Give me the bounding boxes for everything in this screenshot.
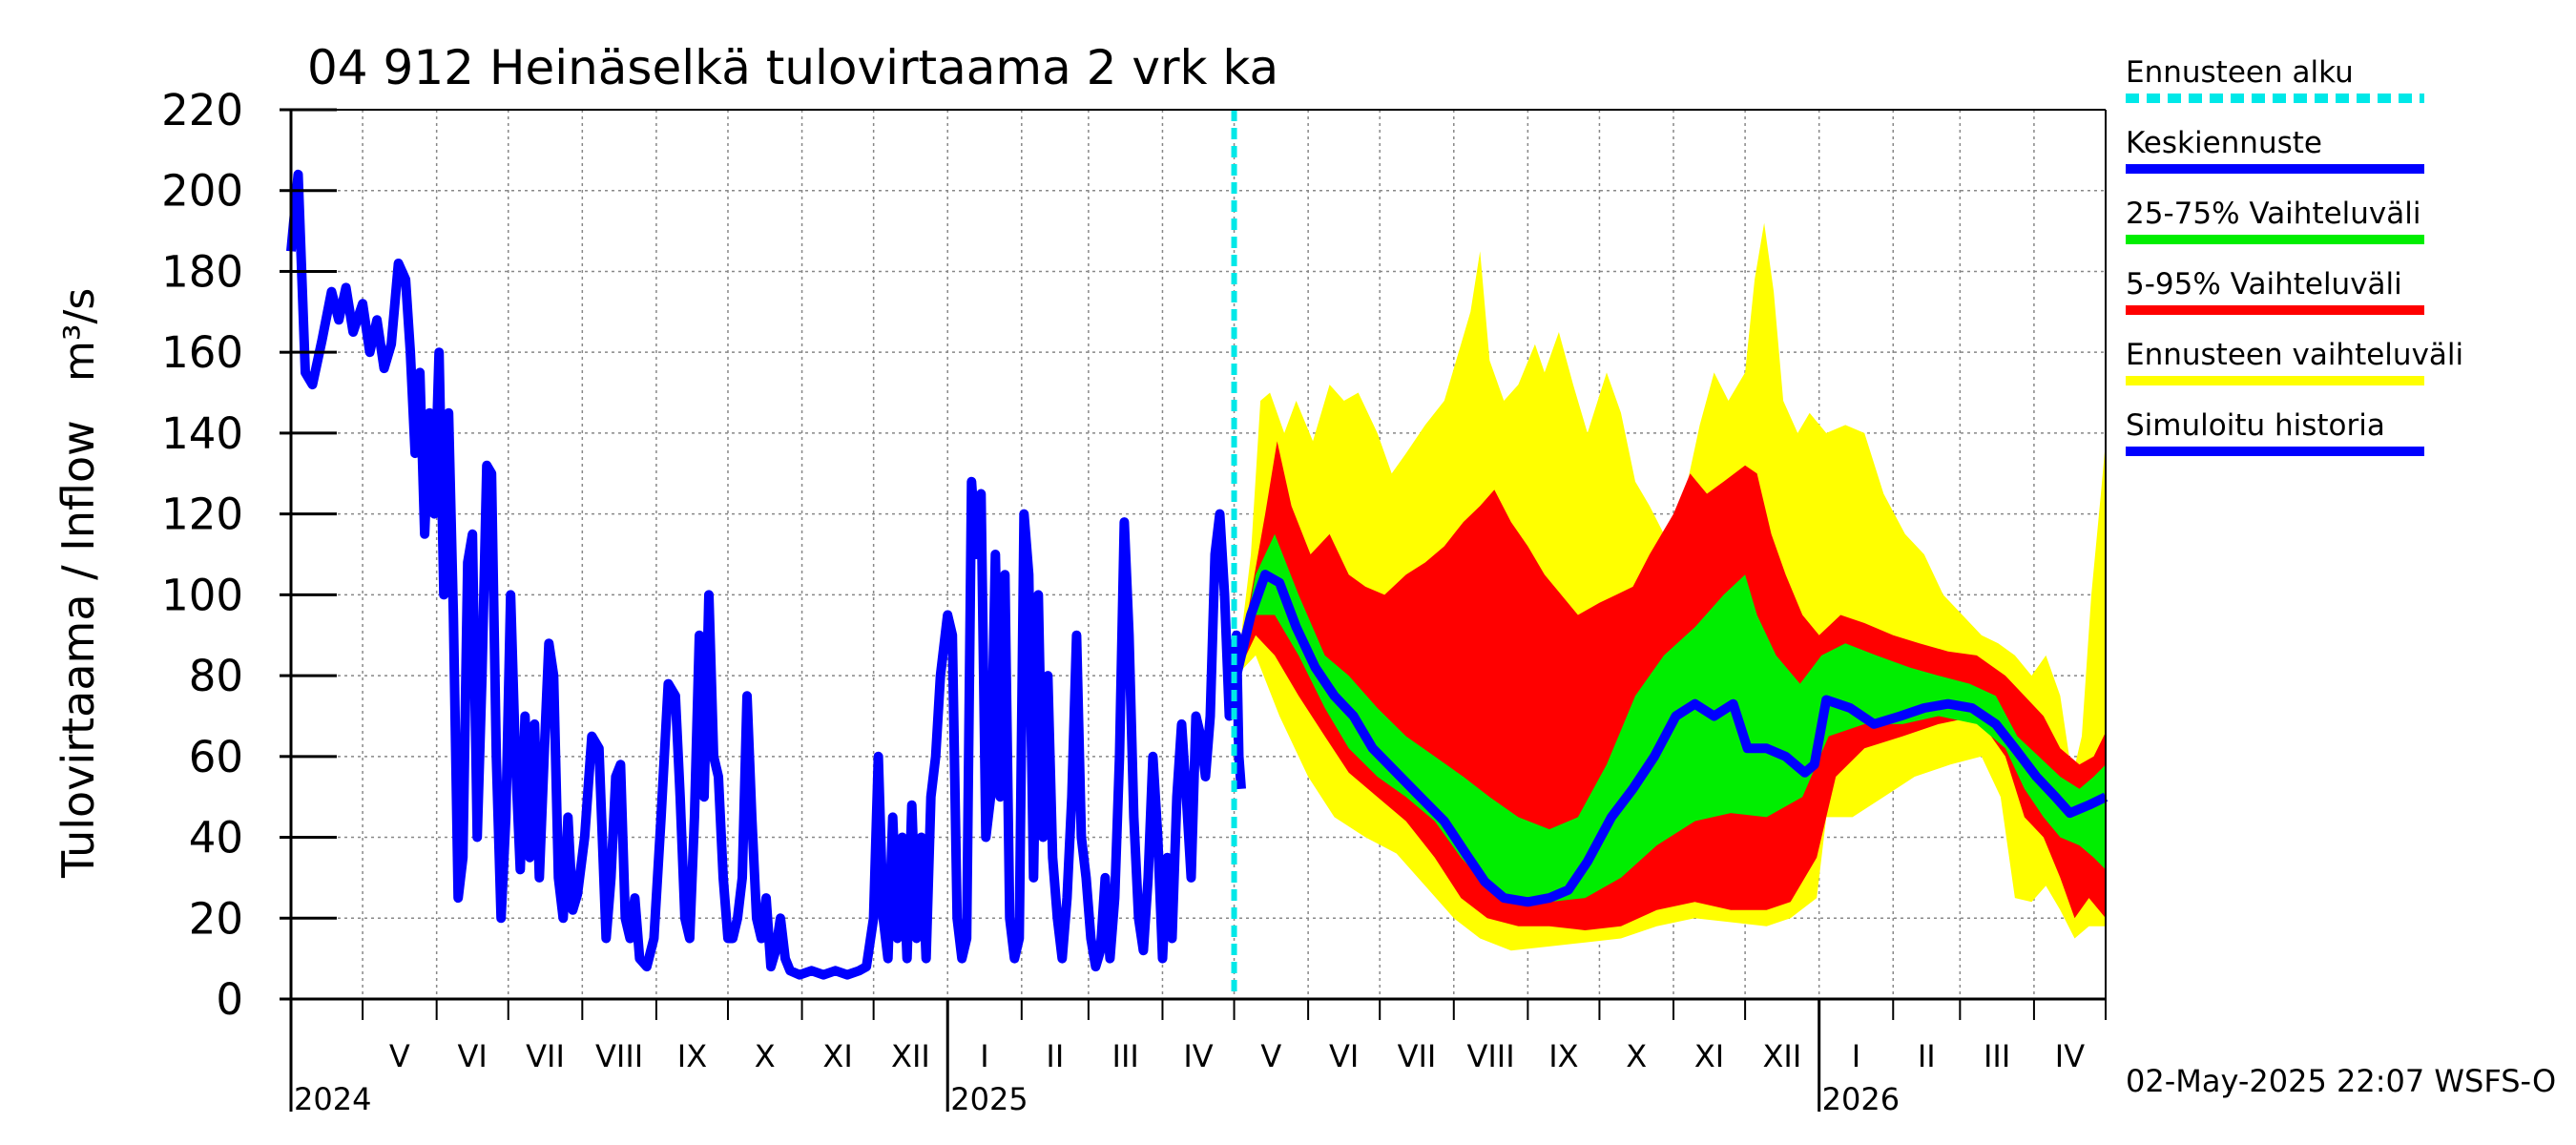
legend-label: Simuloitu historia — [2126, 408, 2385, 443]
x-tick-label: IV — [2055, 1038, 2085, 1074]
x-tick-label: VIII — [595, 1038, 643, 1074]
legend-label: Ennusteen vaihteluväli — [2126, 338, 2463, 372]
chart-title: 04 912 Heinäselkä tulovirtaama 2 vrk ka — [307, 40, 1278, 95]
x-tick-label: XII — [1762, 1038, 1801, 1074]
y-tick-label: 60 — [189, 732, 243, 782]
y-axis-ticks: 0 20 40 60 80 100 120 140 160 180 200 220 — [161, 85, 337, 1025]
grid-lines — [291, 110, 2106, 999]
x-tick-label: VI — [458, 1038, 488, 1074]
y-tick-label: 80 — [189, 651, 243, 701]
x-tick-label: XII — [891, 1038, 930, 1074]
x-tick-label: III — [1984, 1038, 2010, 1074]
x-axis-ticks: V VI VII VIII IX X XI XII I II III IV V VI VII VIII IX X X… — [289, 999, 2107, 1117]
x-tick-label: I — [980, 1038, 988, 1074]
x-tick-label: V — [1260, 1038, 1281, 1074]
y-axis-unit: m³/s — [55, 288, 104, 382]
x-tick-label: IX — [677, 1038, 707, 1074]
x-tick-label: III — [1112, 1038, 1139, 1074]
legend-label: Ennusteen alku — [2126, 55, 2354, 90]
y-tick-label: 20 — [189, 893, 243, 944]
x-tick-label: IV — [1183, 1038, 1213, 1074]
history-line — [286, 169, 1246, 980]
median-line — [1232, 570, 2109, 907]
legend-label: 5-95% Vaihteluväli — [2126, 267, 2402, 302]
series-layer — [286, 110, 2109, 999]
legend: Ennusteen alku Keskiennuste 25-75% Vaihtel… — [2126, 55, 2463, 456]
legend-label: Keskiennuste — [2126, 126, 2322, 160]
x-tick-label: VII — [1398, 1038, 1437, 1074]
x-tick-label: X — [1626, 1038, 1647, 1074]
footer-timestamp: 02-May-2025 22:07 WSFS-O — [2126, 1063, 2556, 1099]
y-tick-label: 0 — [216, 974, 243, 1025]
x-tick-label: IX — [1548, 1038, 1578, 1074]
y-tick-label: 180 — [161, 246, 243, 297]
y-tick-label: 220 — [161, 85, 243, 135]
y-axis-label: Tulovirtaama / Inflow — [52, 420, 104, 879]
x-tick-label: XI — [1694, 1038, 1724, 1074]
x-tick-label: V — [389, 1038, 410, 1074]
x-tick-label: VI — [1329, 1038, 1359, 1074]
x-tick-label: I — [1852, 1038, 1860, 1074]
y-tick-label: 200 — [161, 166, 243, 217]
x-tick-label: II — [1918, 1038, 1936, 1074]
year-label: 2026 — [1822, 1081, 1900, 1117]
y-tick-label: 40 — [189, 813, 243, 864]
y-tick-label: 120 — [161, 489, 243, 540]
x-tick-label: VII — [526, 1038, 565, 1074]
y-tick-label: 140 — [161, 408, 243, 459]
y-tick-label: 100 — [161, 570, 243, 620]
y-tick-label: 160 — [161, 327, 243, 378]
x-tick-label: VIII — [1466, 1038, 1514, 1074]
year-label: 2025 — [950, 1081, 1028, 1117]
x-tick-label: XI — [822, 1038, 852, 1074]
legend-label: 25-75% Vaihteluväli — [2126, 197, 2421, 231]
x-tick-label: X — [755, 1038, 776, 1074]
year-label: 2024 — [294, 1081, 371, 1117]
x-tick-label: II — [1046, 1038, 1064, 1074]
